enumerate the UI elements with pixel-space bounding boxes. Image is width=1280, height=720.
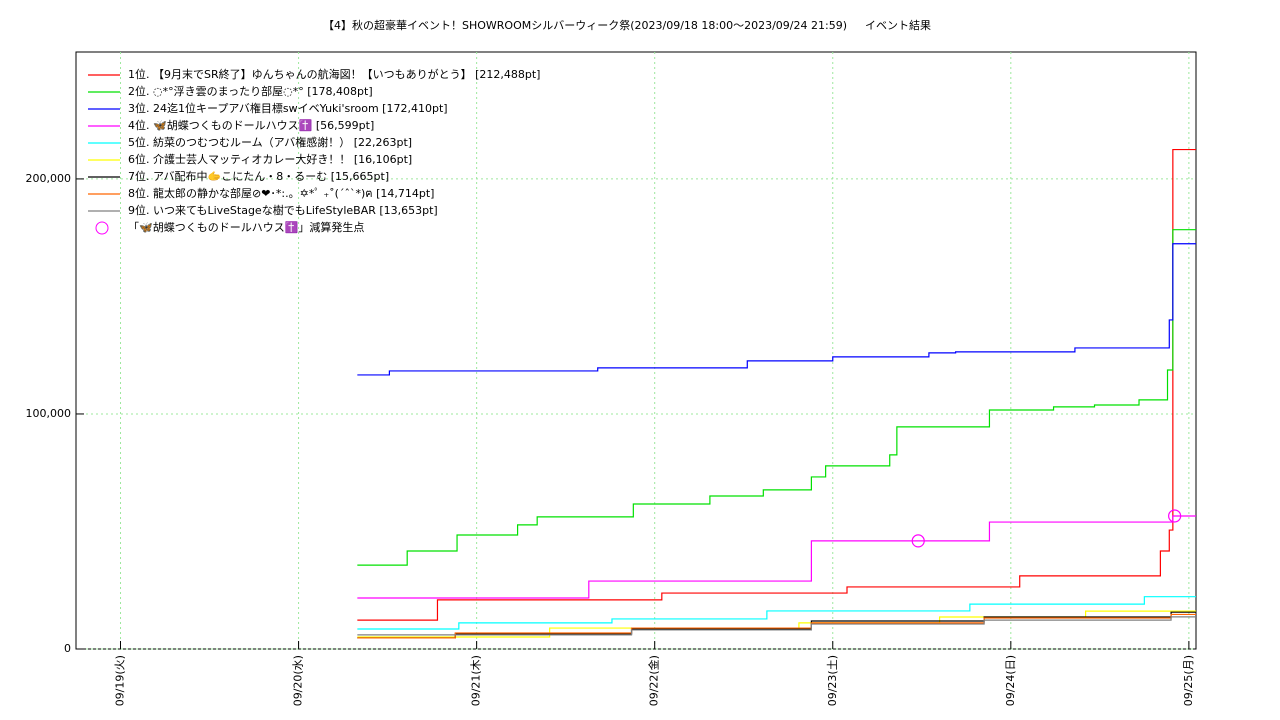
legend-label: 1位. 【9月末でSR終了】ゆんちゃんの航海図！【いつもありがとう】 [212,… — [128, 67, 540, 81]
legend-label: 4位. 🦋胡蝶つくものドールハウス✝️ [56,599pt] — [128, 118, 374, 132]
legend-label: 7位. アバ配布中🫱こにたん・8・るーむ [15,665pt] — [128, 169, 389, 183]
legend-label: 5位. 紡菜のつむつむルーム（アバ権感謝！） [22,263pt] — [128, 135, 412, 149]
x-tick-label: 09/22(金) — [647, 655, 661, 706]
y-tick-label: 200,000 — [26, 172, 72, 185]
x-tick-label: 09/23(土) — [826, 655, 839, 706]
series-line — [357, 611, 1196, 639]
legend-label: 6位. 介護士芸人マッティオカレー大好き！！ [16,106pt] — [128, 152, 412, 166]
x-tick-label: 09/24(日) — [1004, 655, 1017, 706]
legend-label: 8位. 龍太郎の静かな部屋⊘❤︎･*:.。✡*ﾟ ₊˚(ˊˆˋ*)ฅ [14,7… — [128, 186, 434, 200]
x-tick-label: 09/20(水) — [292, 655, 305, 706]
series-line — [357, 515, 1196, 599]
series-line — [357, 243, 1196, 376]
event-marker — [911, 534, 925, 548]
y-tick-label: 100,000 — [26, 407, 72, 420]
legend-swatch — [95, 221, 109, 235]
series-line — [357, 616, 1196, 636]
series-line — [357, 596, 1196, 630]
legend-label: 9位. いつ来てもLiveStageな樹でもLifeStyleBAR [13,6… — [128, 203, 438, 217]
chart-subtitle: イベント結果 — [865, 18, 931, 32]
event-marker — [1168, 509, 1182, 523]
series-line — [357, 148, 1196, 621]
x-tick-label: 09/21(木) — [470, 655, 483, 706]
chart-title: 【4】秋の超豪華イベント！SHOWROOMシルバーウィーク祭(2023/09/1… — [323, 18, 847, 32]
legend-label: 「🦋胡蝶つくものドールハウス✝️」減算発生点 — [128, 220, 364, 234]
legend-label: 3位. 24迄1位キープアバ権目標swイベYuki'sroom [172,410… — [128, 101, 448, 115]
series-line — [357, 229, 1196, 566]
legend-label: 2位. ◌*°浮き雲のまったり部屋◌*° [178,408pt] — [128, 84, 373, 98]
x-tick-label: 09/19(火) — [114, 655, 127, 706]
y-tick-label: 0 — [64, 642, 71, 655]
x-tick-label: 09/25(月) — [1182, 655, 1195, 706]
